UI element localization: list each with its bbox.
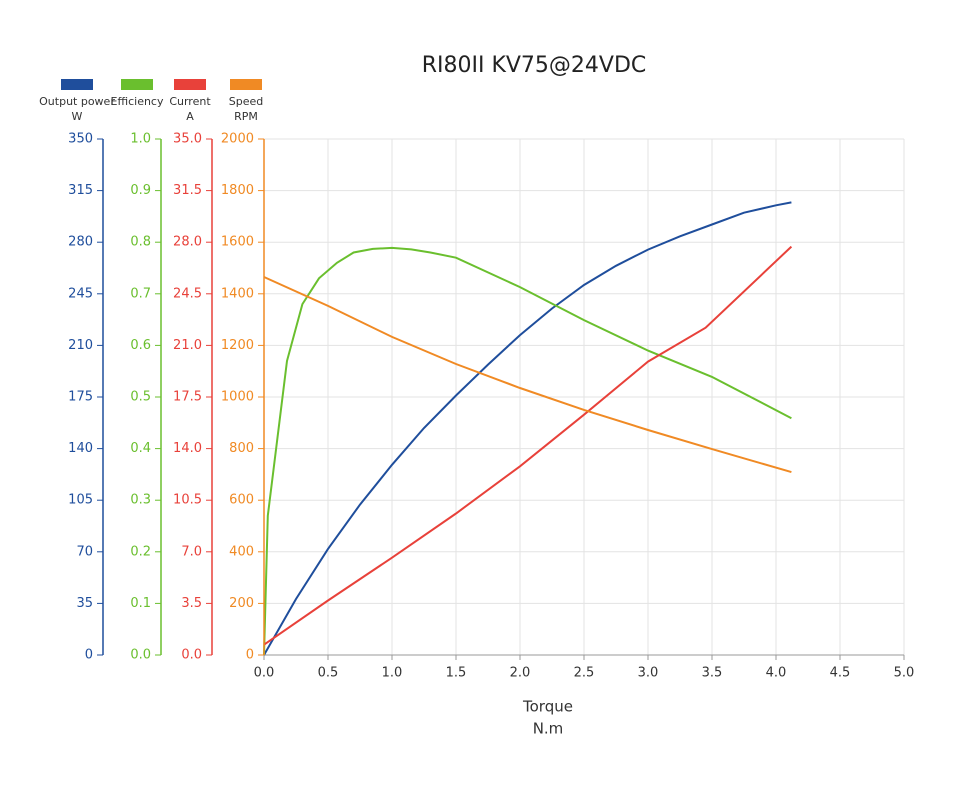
legend-swatch [121,79,153,90]
x-axis-unit: N.m [533,720,564,738]
x-tick-label: 2.0 [510,666,531,681]
y-tick-label: 0.0 [181,648,202,663]
y-tick-label: 70 [76,544,93,559]
y-tick-label: 35.0 [173,132,202,147]
y-tick-label: 0.9 [130,183,151,198]
y-tick-label: 400 [229,544,254,559]
y-tick-label: 210 [68,338,93,353]
y-tick-label: 0.5 [130,390,151,405]
y-tick-label: 0.6 [130,338,151,353]
y-tick-label: 600 [229,493,254,508]
y-tick-label: 0 [246,648,254,663]
legend-label: Output power [39,95,115,108]
y-tick-label: 0.3 [130,493,151,508]
y-tick-label: 1600 [221,235,254,250]
y-tick-label: 7.0 [181,544,202,559]
x-tick-label: 2.5 [574,666,595,681]
y-tick-label: 2000 [221,132,254,147]
y-tick-label: 28.0 [173,235,202,250]
legend-unit: A [186,110,194,123]
y-tick-label: 31.5 [173,183,202,198]
y-tick-label: 1.0 [130,132,151,147]
y-tick-label: 17.5 [173,390,202,405]
y-tick-label: 200 [229,596,254,611]
y-tick-label: 105 [68,493,93,508]
y-tick-label: 0.4 [130,441,151,456]
y-tick-label: 0.7 [130,286,151,301]
y-tick-label: 280 [68,235,93,250]
x-tick-label: 3.0 [638,666,659,681]
y-tick-label: 350 [68,132,93,147]
y-tick-label: 0.0 [130,648,151,663]
y-tick-label: 21.0 [173,338,202,353]
legend-swatch [174,79,206,90]
y-tick-label: 0.1 [130,596,151,611]
x-tick-label: 1.0 [382,666,403,681]
y-tick-label: 800 [229,441,254,456]
legend-unit: W [72,110,83,123]
y-tick-label: 1200 [221,338,254,353]
y-tick-label: 0.8 [130,235,151,250]
y-tick-label: 35 [76,596,93,611]
x-axis-title: Torque [522,698,573,716]
y-tick-label: 1800 [221,183,254,198]
x-tick-label: 1.5 [446,666,467,681]
y-tick-label: 1400 [221,286,254,301]
y-tick-label: 3.5 [181,596,202,611]
y-tick-label: 1000 [221,390,254,405]
y-tick-label: 0.2 [130,544,151,559]
y-tick-label: 245 [68,286,93,301]
series-line [263,246,792,656]
chart-title: RI80II KV75@24VDC [422,53,647,78]
y-tick-label: 0 [85,648,93,663]
x-tick-label: 0.5 [318,666,339,681]
x-tick-label: 4.5 [830,666,851,681]
x-tick-label: 0.0 [254,666,275,681]
legend-label: Current [169,95,211,108]
legend-label: Speed [229,95,263,108]
y-tick-label: 175 [68,390,93,405]
legend-swatch [230,79,262,90]
x-tick-label: 5.0 [894,666,915,681]
y-tick-label: 315 [68,183,93,198]
y-tick-label: 140 [68,441,93,456]
series-line [263,245,793,646]
series-line [263,201,792,656]
legend-label: Efficiency [111,95,164,108]
y-tick-label: 24.5 [173,286,202,301]
legend-swatch [61,79,93,90]
x-tick-label: 3.5 [702,666,723,681]
legend-unit: RPM [234,110,258,123]
x-tick-label: 4.0 [766,666,787,681]
y-tick-label: 14.0 [173,441,202,456]
series-line [263,276,792,474]
y-tick-label: 10.5 [173,493,202,508]
